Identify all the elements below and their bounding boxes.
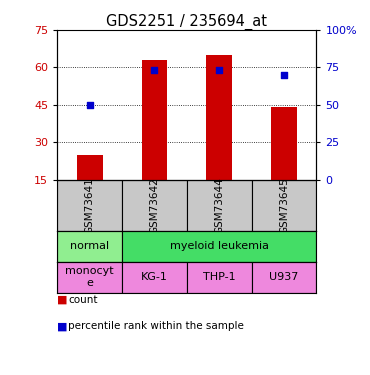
Bar: [57, 231, 122, 262]
Bar: [57, 180, 122, 231]
Text: monocyt
e: monocyt e: [65, 266, 114, 288]
Text: myeloid leukemia: myeloid leukemia: [170, 242, 269, 251]
Text: count: count: [68, 295, 98, 305]
Text: percentile rank within the sample: percentile rank within the sample: [68, 321, 244, 331]
Bar: [252, 180, 316, 231]
Text: GSM73644: GSM73644: [214, 177, 224, 234]
Text: KG-1: KG-1: [141, 272, 168, 282]
Bar: [77, 155, 102, 180]
Bar: [141, 60, 167, 180]
Text: GSM73645: GSM73645: [279, 177, 289, 234]
Text: ■: ■: [57, 321, 68, 331]
Bar: [206, 55, 232, 180]
Text: THP-1: THP-1: [203, 272, 236, 282]
Text: normal: normal: [70, 242, 109, 251]
Point: [151, 67, 157, 73]
Bar: [122, 262, 187, 292]
Bar: [271, 107, 297, 180]
Point: [281, 72, 287, 78]
Point: [216, 67, 222, 73]
Text: GSM73641: GSM73641: [85, 177, 95, 234]
Bar: [252, 262, 316, 292]
Text: ■: ■: [57, 295, 68, 305]
Text: U937: U937: [269, 272, 299, 282]
Title: GDS2251 / 235694_at: GDS2251 / 235694_at: [106, 14, 268, 30]
Bar: [57, 262, 122, 292]
Bar: [122, 180, 187, 231]
Text: GSM73642: GSM73642: [149, 177, 159, 234]
Point: [87, 102, 92, 108]
Bar: [187, 262, 252, 292]
Bar: [187, 180, 252, 231]
Bar: [122, 231, 316, 262]
